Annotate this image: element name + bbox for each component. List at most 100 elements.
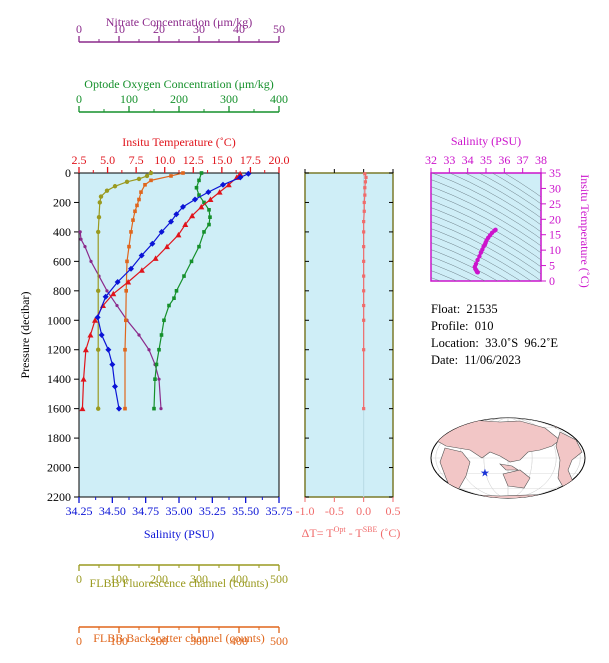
delta-t-point	[362, 318, 366, 322]
backscatter-series	[123, 171, 185, 411]
backscatter-series-line	[124, 172, 184, 409]
backscatter-axis-label: FLBB Backscatter channel (counts)	[93, 631, 265, 645]
ts-contour-line	[431, 277, 441, 281]
oxygen-tick-label: 100	[120, 92, 138, 106]
oxygen-point	[154, 362, 159, 367]
fluorescence-tick-label: 200	[150, 572, 168, 586]
map-landmass	[431, 419, 561, 463]
ts-temperature-tick-label: 30	[549, 181, 561, 195]
delta-t-point	[362, 274, 366, 278]
map-landmass	[499, 463, 519, 471]
backscatter-point	[133, 209, 137, 214]
salinity-tick-label: 34.25	[66, 504, 93, 518]
ts-salinity-axis-label: Salinity (PSU)	[451, 134, 521, 148]
delta-t-label-part: - T	[346, 526, 364, 540]
temperature-tick-label: 15.0	[211, 153, 232, 167]
float-id-text: Float: 21535	[431, 302, 498, 316]
delta-t-label-part: SBE	[363, 525, 378, 534]
delta-t-label-part: Opt	[334, 525, 347, 534]
ts-salinity-tick-label: 38	[535, 153, 547, 167]
backscatter-point	[135, 203, 139, 208]
temperature-tick-label: 7.5	[129, 153, 144, 167]
temperature-point	[138, 267, 145, 273]
fluorescence-tick-label: 100	[110, 572, 128, 586]
fluorescence-point	[97, 200, 103, 205]
salinity-point	[112, 383, 118, 390]
fluorescence-tick-label: 300	[190, 572, 208, 586]
oxygen-point	[157, 347, 161, 352]
fluorescence-tick-label: 500	[270, 572, 288, 586]
ts-salinity-tick-label: 36	[498, 153, 510, 167]
salinity-point	[102, 293, 109, 300]
delta-t-point	[362, 289, 366, 293]
temperature-point	[189, 212, 196, 219]
nitrate-axis: 0 10 20 30 40 50 Nitrate Concentration (μm/kg)	[76, 15, 285, 43]
salinity-point	[173, 211, 180, 218]
delta-t-point	[362, 259, 366, 263]
temperature-axis-label: Insitu Temperature (˚C)	[122, 135, 236, 149]
oxygen-axis-label: Optode Oxygen Concentration (μm/kg)	[84, 77, 273, 91]
ts-point	[478, 250, 484, 255]
backscatter-point	[181, 171, 185, 175]
world-map-panel: ★	[430, 417, 586, 499]
pressure-tick-label: 1200	[47, 343, 71, 357]
delta-t-panel: -1.0 -0.5 0.0 0.5 ΔT= TOpt - TSBE (˚C)	[296, 169, 401, 540]
salinity-point	[180, 203, 186, 210]
delta-t-point	[363, 193, 367, 197]
oxygen-tick-label: 0	[76, 92, 82, 106]
oxygen-tick-label: 200	[170, 92, 188, 106]
salinity-point	[109, 361, 116, 368]
ts-temperature-tick-label: 15	[549, 228, 561, 242]
nitrate-tick-label: 30	[193, 22, 205, 36]
salinity-tick-label: 35.50	[232, 504, 259, 518]
pressure-axis-label: Pressure (decibar)	[18, 292, 32, 379]
fluorescence-point	[148, 170, 154, 176]
salinity-point	[149, 240, 156, 247]
nitrate-point	[147, 348, 151, 352]
oxygen-point	[162, 318, 166, 323]
ts-contour-line	[431, 193, 541, 254]
salinity-point	[205, 189, 212, 196]
ts-plot-area	[430, 172, 542, 282]
delta-t-series	[362, 172, 368, 411]
salinity-tick-label: 35.00	[166, 504, 193, 518]
salinity-point	[116, 405, 122, 412]
ts-temperature-axis-label: Insitu Temperature (˚C)	[578, 174, 592, 288]
pressure-tick-label: 1600	[47, 402, 71, 416]
ts-temperature-tick-label: 35	[549, 166, 561, 180]
temperature-tick-label: 20.0	[269, 153, 290, 167]
fluorescence-point	[124, 179, 130, 185]
oxygen-point	[194, 185, 199, 190]
nitrate-point	[159, 407, 163, 411]
backscatter-tick-label: 300	[190, 634, 208, 648]
delta-t-point	[364, 175, 368, 180]
ts-point	[477, 254, 482, 259]
backscatter-point	[125, 259, 129, 264]
ts-temperature-tick-label: 10	[549, 243, 561, 257]
pressure-tick-label: 400	[53, 225, 71, 239]
backscatter-point	[124, 289, 128, 293]
oxygen-tick-label: 400	[270, 92, 288, 106]
temperature-tick-label: 17.5	[240, 153, 261, 167]
float-location-marker: ★	[480, 468, 490, 480]
backscatter-tick-label: 100	[110, 634, 128, 648]
fluorescence-point	[144, 173, 150, 179]
ts-contour-line	[431, 173, 541, 233]
salinity-point	[220, 181, 226, 188]
ts-salinity-tick-label: 35	[480, 153, 492, 167]
oxygen-tick-label: 300	[220, 92, 238, 106]
delta-t-label-part: (˚C)	[377, 526, 400, 540]
delta-t-tick-label: 0.5	[386, 504, 401, 518]
ts-contour-line	[431, 249, 499, 281]
temperature-series	[79, 170, 244, 412]
pressure-tick-label: 1400	[47, 372, 71, 386]
ts-point	[475, 270, 480, 275]
nitrate-tick-label: 0	[76, 22, 82, 36]
delta-t-point	[362, 209, 366, 213]
ts-contour-line	[431, 221, 541, 281]
oxygen-point	[207, 208, 211, 212]
fluorescence-point	[96, 347, 101, 352]
delta-t-point	[362, 407, 366, 411]
